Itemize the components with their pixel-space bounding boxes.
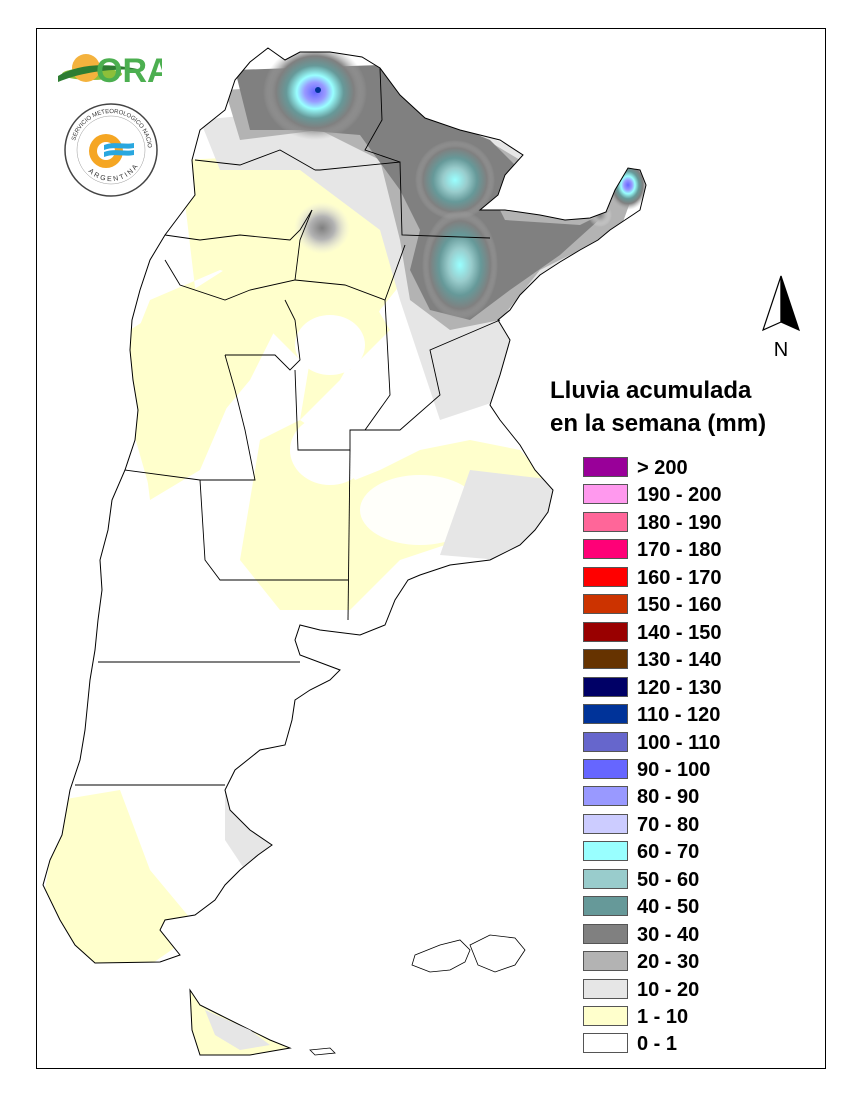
legend-item: 10 - 20 [583, 978, 783, 1001]
legend-swatch [583, 539, 628, 560]
legend-item: 110 - 120 [583, 704, 783, 726]
legend-swatch [583, 621, 628, 642]
legend-item: 30 - 40 [583, 923, 783, 946]
legend-label: 130 - 140 [637, 649, 722, 672]
legend-swatch [583, 1006, 628, 1026]
legend-item: 120 - 130 [583, 676, 783, 699]
legend-label: > 200 [637, 457, 688, 479]
legend-swatch [583, 841, 628, 862]
map-frame [36, 28, 826, 1069]
legend-swatch [583, 896, 628, 917]
legend-swatch [583, 868, 628, 889]
legend-label: 10 - 20 [637, 978, 700, 1001]
legend-swatch [583, 704, 628, 725]
legend-label: 90 - 100 [637, 758, 711, 781]
smn-logo: SERVICIO METEOROLOGICO NACIONAL ARGENTIN… [62, 101, 158, 197]
legend-swatch [583, 923, 628, 944]
legend-item: 100 - 110 [583, 731, 783, 754]
legend-label: 40 - 50 [637, 896, 700, 919]
legend-label: 110 - 120 [637, 704, 721, 727]
legend-swatch [583, 676, 628, 697]
legend-swatch [583, 786, 628, 807]
legend-label: 1 - 10 [637, 1006, 689, 1028]
legend-swatch [583, 511, 628, 532]
legend-swatch [583, 457, 628, 477]
legend-item: 40 - 50 [583, 896, 783, 918]
legend-label: 140 - 150 [637, 621, 722, 644]
legend-item: 130 - 140 [583, 649, 783, 671]
legend-item: 170 - 180 [583, 539, 783, 561]
legend-label: 160 - 170 [637, 566, 722, 589]
legend-swatch [583, 813, 628, 834]
legend-item: 160 - 170 [583, 566, 783, 589]
legend-label: 100 - 110 [637, 731, 721, 754]
legend-item: > 200 [583, 457, 783, 479]
legend-item: 180 - 190 [583, 511, 783, 534]
legend-swatch [583, 649, 628, 670]
legend-swatch [583, 594, 628, 615]
legend-item: 150 - 160 [583, 594, 783, 616]
legend-label: 0 - 1 [637, 1033, 678, 1056]
legend-label: 60 - 70 [637, 841, 700, 864]
legend-item: 20 - 30 [583, 951, 783, 973]
legend-swatch [583, 758, 628, 779]
legend-item: 1 - 10 [583, 1006, 783, 1028]
legend-item: 80 - 90 [583, 786, 783, 808]
legend-label: 50 - 60 [637, 868, 700, 891]
legend-item: 90 - 100 [583, 758, 783, 781]
north-label: N [774, 339, 788, 361]
legend-label: 170 - 180 [637, 539, 722, 562]
legend-item: 50 - 60 [583, 868, 783, 891]
legend-swatch [583, 484, 628, 505]
legend-swatch [583, 731, 628, 752]
legend-item: 60 - 70 [583, 841, 783, 863]
legend-title: Lluvia acumulada en la semana (mm) [550, 374, 820, 440]
legend-label: 20 - 30 [637, 951, 700, 974]
legend-item: 140 - 150 [583, 621, 783, 644]
legend-item: 70 - 80 [583, 813, 783, 836]
ora-logo-text: ORA [96, 52, 162, 90]
legend-swatch [583, 1033, 628, 1054]
legend-swatch [583, 978, 628, 999]
legend-item: 0 - 1 [583, 1033, 783, 1055]
legend-label: 80 - 90 [637, 786, 700, 809]
legend-title-line2: en la semana (mm) [550, 410, 767, 437]
legend-title-line1: Lluvia acumulada [550, 377, 752, 404]
legend-label: 70 - 80 [637, 813, 700, 836]
legend-label: 180 - 190 [637, 511, 722, 534]
north-arrow: N [762, 275, 800, 361]
legend-swatch [583, 951, 628, 972]
legend-swatch [583, 566, 628, 587]
legend-label: 120 - 130 [637, 676, 722, 699]
legend-label: 150 - 160 [637, 594, 722, 617]
ora-logo: ORA [58, 52, 162, 90]
legend-label: 190 - 200 [637, 484, 722, 507]
legend-label: 30 - 40 [637, 923, 700, 946]
legend-item: 190 - 200 [583, 484, 783, 506]
